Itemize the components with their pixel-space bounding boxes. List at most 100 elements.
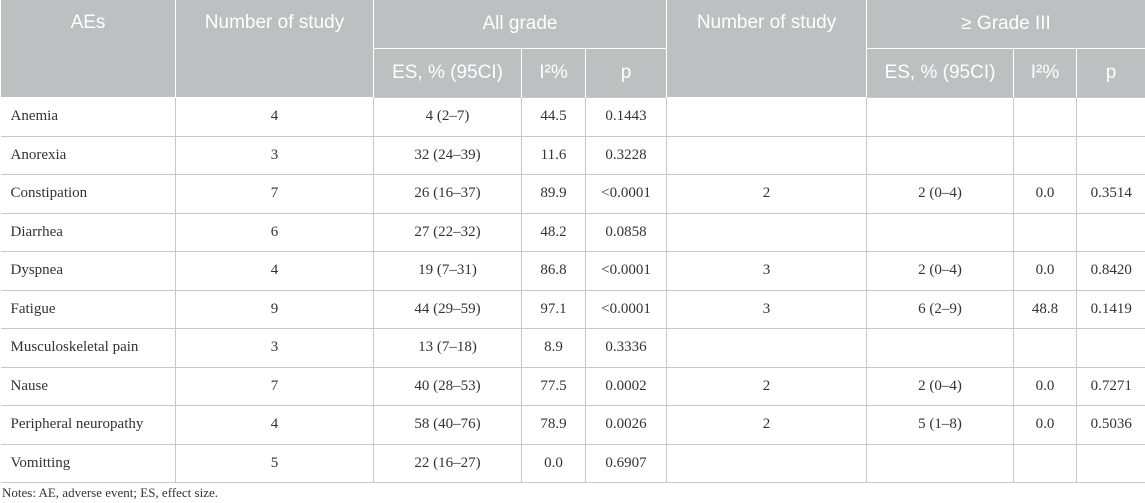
cell-i2-all: 11.6 xyxy=(521,135,586,175)
cell-p-grade3: 0.1419 xyxy=(1076,289,1145,329)
cell-p-all: 0.3228 xyxy=(584,135,668,175)
cell-p-all: <0.0001 xyxy=(584,251,668,291)
cell-ae-name: Constipation xyxy=(0,174,176,214)
table-notes: Notes: AE, adverse event; ES, effect siz… xyxy=(2,485,218,500)
cell-number-of-study-all: 6 xyxy=(175,212,374,252)
cell-es-grade3: 2 (0–4) xyxy=(866,174,1015,214)
table-row: Dyspnea 4 19 (7–31) 86.8 <0.0001 3 2 (0–4) 0.0 0… xyxy=(0,251,1145,291)
cell-i2-grade3: 0.0 xyxy=(1013,174,1078,214)
cell-p-grade3 xyxy=(1076,443,1145,483)
cell-number-of-study-grade3: 3 xyxy=(666,251,868,291)
cell-number-of-study-grade3 xyxy=(666,328,868,368)
cell-es-all: 26 (16–37) xyxy=(373,174,522,214)
table-header: AEs Number of study All grade Number of … xyxy=(0,0,1145,98)
header-es-all: ES, % (95CI) xyxy=(373,48,522,98)
cell-i2-grade3 xyxy=(1013,443,1078,483)
cell-p-all: 0.0026 xyxy=(584,405,668,445)
cell-number-of-study-grade3 xyxy=(666,212,868,252)
cell-number-of-study-all: 4 xyxy=(175,251,374,291)
cell-es-grade3: 2 (0–4) xyxy=(866,366,1015,406)
cell-number-of-study-grade3 xyxy=(666,97,868,137)
cell-p-grade3: 0.7271 xyxy=(1076,366,1145,406)
cell-i2-grade3 xyxy=(1013,135,1078,175)
cell-p-grade3: 0.5036 xyxy=(1076,405,1145,445)
cell-p-grade3 xyxy=(1076,135,1145,175)
cell-ae-name: Fatigue xyxy=(0,289,176,329)
table-row: Peripheral neuropathy 4 58 (40–76) 78.9 0.00… xyxy=(0,405,1145,445)
cell-p-all: <0.0001 xyxy=(584,289,668,329)
cell-es-all: 32 (24–39) xyxy=(373,135,522,175)
cell-es-grade3 xyxy=(866,135,1015,175)
cell-es-grade3 xyxy=(866,212,1015,252)
cell-i2-grade3: 48.8 xyxy=(1013,289,1078,329)
cell-number-of-study-grade3: 2 xyxy=(666,405,868,445)
table-row: Constipation 7 26 (16–37) 89.9 <0.0001 2 2 (0–… xyxy=(0,174,1145,214)
cell-i2-grade3 xyxy=(1013,212,1078,252)
cell-p-all: 0.1443 xyxy=(584,97,668,137)
header-p-all: p xyxy=(584,48,668,98)
cell-es-all: 40 (28–53) xyxy=(373,366,522,406)
header-i2-all: I²% xyxy=(521,48,586,98)
cell-p-grade3 xyxy=(1076,212,1145,252)
cell-i2-grade3 xyxy=(1013,328,1078,368)
header-p-grade3: p xyxy=(1076,48,1145,98)
cell-i2-grade3 xyxy=(1013,97,1078,137)
header-es-grade3: ES, % (95CI) xyxy=(866,48,1015,98)
cell-i2-grade3: 0.0 xyxy=(1013,251,1078,291)
cell-ae-name: Diarrhea xyxy=(0,212,176,252)
cell-es-all: 44 (29–59) xyxy=(373,289,522,329)
adverse-events-table: AEs Number of study All grade Number of … xyxy=(0,0,1145,483)
cell-es-grade3 xyxy=(866,328,1015,368)
cell-number-of-study-all: 5 xyxy=(175,443,374,483)
cell-ae-name: Anemia xyxy=(0,97,176,137)
cell-p-all: 0.0002 xyxy=(584,366,668,406)
cell-es-grade3: 5 (1–8) xyxy=(866,405,1015,445)
header-number-of-study-grade3: Number of study xyxy=(666,0,868,98)
cell-number-of-study-grade3: 3 xyxy=(666,289,868,329)
table-row: Anemia 4 4 (2–7) 44.5 0.1443 xyxy=(0,97,1145,137)
cell-ae-name: Nause xyxy=(0,366,176,406)
cell-i2-all: 0.0 xyxy=(521,443,586,483)
cell-ae-name: Musculoskeletal pain xyxy=(0,328,176,368)
cell-i2-grade3: 0.0 xyxy=(1013,405,1078,445)
cell-i2-all: 78.9 xyxy=(521,405,586,445)
table-row: Musculoskeletal pain 3 13 (7–18) 8.9 0.3336 xyxy=(0,328,1145,368)
cell-p-grade3 xyxy=(1076,97,1145,137)
cell-number-of-study-grade3: 2 xyxy=(666,174,868,214)
cell-i2-all: 48.2 xyxy=(521,212,586,252)
header-aes: AEs xyxy=(0,0,176,98)
cell-p-all: 0.3336 xyxy=(584,328,668,368)
cell-es-all: 58 (40–76) xyxy=(373,405,522,445)
cell-i2-all: 77.5 xyxy=(521,366,586,406)
cell-p-grade3: 0.8420 xyxy=(1076,251,1145,291)
table-row: Anorexia 3 32 (24–39) 11.6 0.3228 xyxy=(0,135,1145,175)
cell-es-all: 13 (7–18) xyxy=(373,328,522,368)
cell-es-all: 27 (22–32) xyxy=(373,212,522,252)
cell-es-all: 22 (16–27) xyxy=(373,443,522,483)
table-row: Nause 7 40 (28–53) 77.5 0.0002 2 2 (0–4) 0.0 0.7… xyxy=(0,366,1145,406)
cell-es-grade3: 2 (0–4) xyxy=(866,251,1015,291)
cell-ae-name: Peripheral neuropathy xyxy=(0,405,176,445)
header-number-of-study-all: Number of study xyxy=(175,0,374,98)
cell-i2-grade3: 0.0 xyxy=(1013,366,1078,406)
cell-i2-all: 89.9 xyxy=(521,174,586,214)
cell-number-of-study-all: 9 xyxy=(175,289,374,329)
header-grade-iii: ≥ Grade III xyxy=(866,0,1145,49)
cell-number-of-study-all: 3 xyxy=(175,135,374,175)
table-row: Diarrhea 6 27 (22–32) 48.2 0.0858 xyxy=(0,212,1145,252)
cell-number-of-study-all: 7 xyxy=(175,174,374,214)
cell-ae-name: Dyspnea xyxy=(0,251,176,291)
cell-p-grade3: 0.3514 xyxy=(1076,174,1145,214)
cell-p-grade3 xyxy=(1076,328,1145,368)
cell-p-all: <0.0001 xyxy=(584,174,668,214)
table-body: Anemia 4 4 (2–7) 44.5 0.1443 Anorexia 3 32 (24–… xyxy=(0,97,1145,483)
cell-i2-all: 97.1 xyxy=(521,289,586,329)
cell-i2-all: 8.9 xyxy=(521,328,586,368)
table-row: Fatigue 9 44 (29–59) 97.1 <0.0001 3 6 (2–9) 48.… xyxy=(0,289,1145,329)
cell-ae-name: Vomitting xyxy=(0,443,176,483)
cell-number-of-study-grade3: 2 xyxy=(666,366,868,406)
cell-number-of-study-grade3 xyxy=(666,443,868,483)
header-all-grade: All grade xyxy=(372,0,668,49)
cell-ae-name: Anorexia xyxy=(0,135,176,175)
cell-i2-all: 86.8 xyxy=(521,251,586,291)
